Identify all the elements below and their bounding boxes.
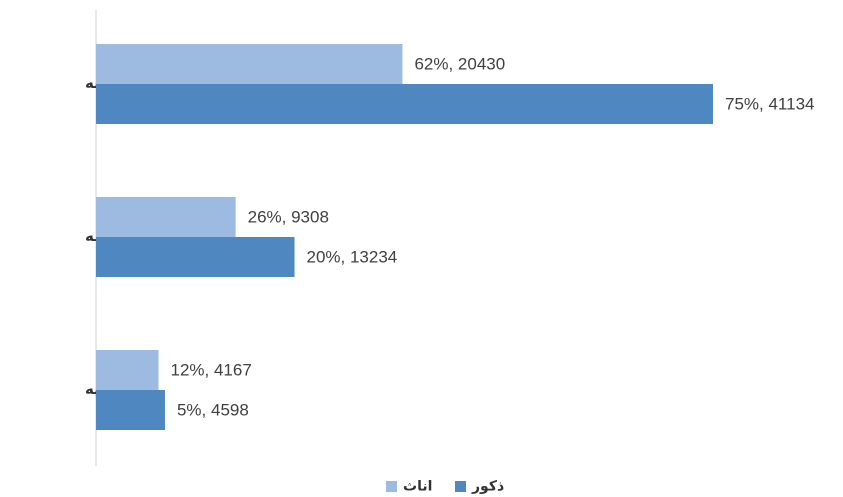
value-label: 20%, 13234 <box>307 247 398 266</box>
value-label: 26%, 9308 <box>248 207 329 226</box>
bar <box>96 197 236 237</box>
legend-swatch <box>386 481 397 492</box>
value-label: 12%, 4167 <box>171 360 252 379</box>
bar <box>96 350 159 390</box>
legend-label: ذكور <box>471 478 504 495</box>
bar <box>96 44 403 84</box>
legend-swatch <box>455 481 466 492</box>
bar <box>96 390 165 430</box>
bar <box>96 84 713 124</box>
bar <box>96 237 295 277</box>
value-label: 62%, 20430 <box>414 54 505 73</box>
value-label: 75%, 41134 <box>725 94 814 113</box>
legend-label: اناث <box>403 478 432 494</box>
value-label: 5%, 4598 <box>177 400 249 419</box>
